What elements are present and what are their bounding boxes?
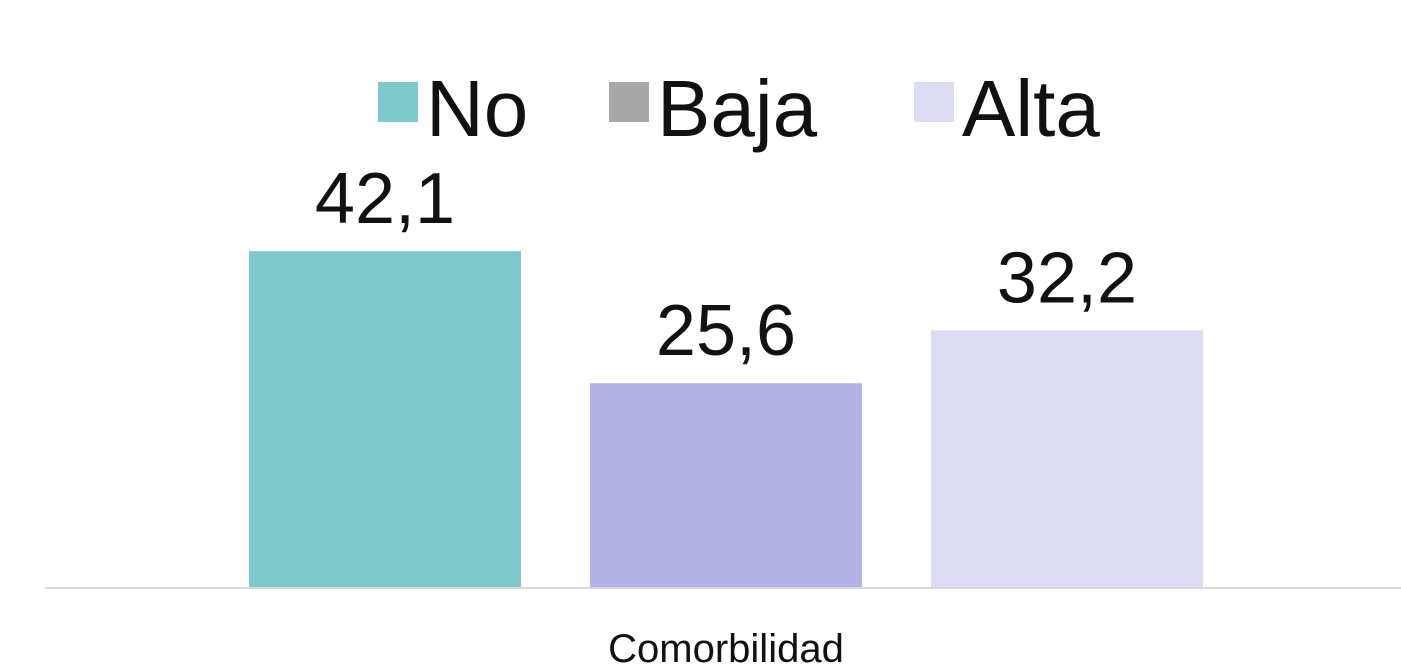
legend-label: No bbox=[426, 64, 528, 153]
data-label: 42,1 bbox=[315, 159, 455, 239]
legend-label: Baja bbox=[657, 64, 818, 153]
data-label: 32,2 bbox=[997, 238, 1137, 318]
data-label: 25,6 bbox=[656, 291, 796, 371]
x-tick-label: Comorbilidad bbox=[608, 627, 844, 665]
bar bbox=[249, 251, 521, 588]
bar bbox=[931, 330, 1203, 588]
legend-swatch bbox=[378, 82, 418, 122]
bar bbox=[590, 383, 862, 588]
legend-swatch bbox=[609, 82, 649, 122]
legend-label: Alta bbox=[962, 64, 1100, 153]
legend-swatch bbox=[914, 82, 954, 122]
